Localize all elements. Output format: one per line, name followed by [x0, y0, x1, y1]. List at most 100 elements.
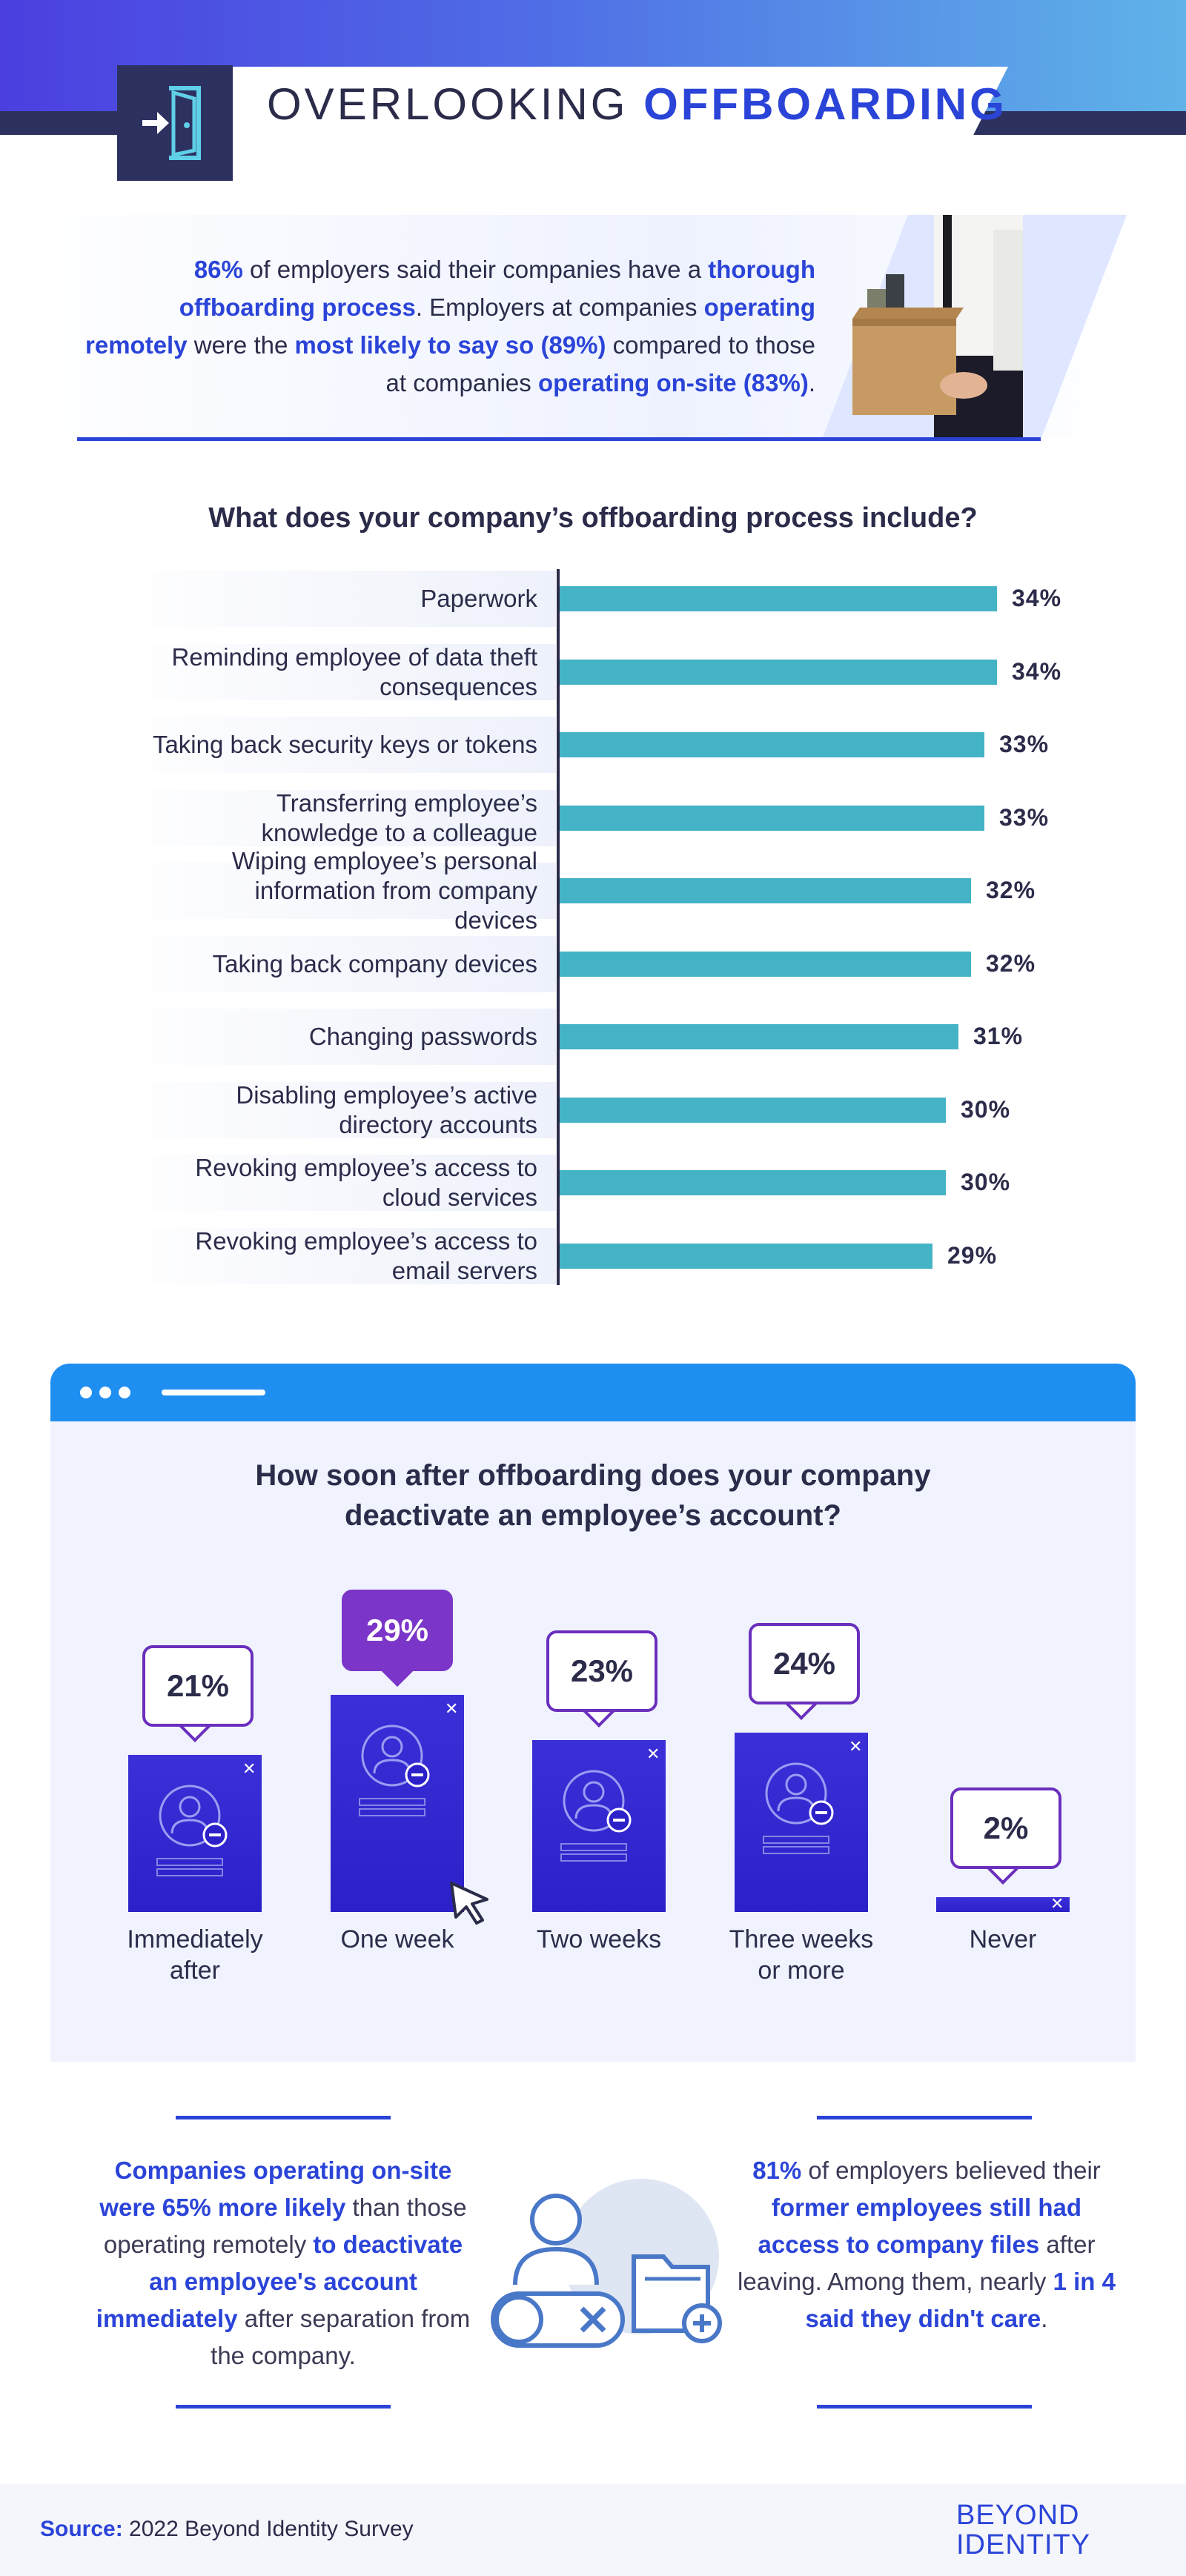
column-category-text: One week	[340, 1925, 454, 1953]
source-label: Source:	[40, 2517, 123, 2541]
close-icon: ✕	[1050, 1894, 1064, 1913]
intro-stat: 86%	[193, 256, 243, 283]
bottom-right-rule-bottom	[817, 2405, 1032, 2409]
bar-category-label: Disabling employee’s active directory ac…	[236, 1080, 537, 1138]
bottom-right-text-1: of employers believed their	[801, 2157, 1101, 2184]
user-profile-icon	[156, 1785, 228, 1876]
bottom-right-text-3: .	[1041, 2305, 1048, 2332]
bar-category-label: Taking back company devices	[212, 949, 537, 977]
bar-value-label: 34%	[1012, 585, 1062, 611]
close-icon: ✕	[445, 1699, 459, 1718]
close-icon: ✕	[849, 1737, 863, 1756]
bar-value-label: 34%	[1012, 657, 1062, 685]
column-category-text: Two weeks	[536, 1925, 662, 1953]
value-bubble: 2%	[950, 1787, 1061, 1869]
source-citation: Source: 2022 Beyond Identity Survey	[40, 2517, 414, 2542]
bar-category-label: Transferring employee’s knowledge to a c…	[261, 789, 537, 846]
source-text: 2022 Beyond Identity Survey	[122, 2517, 414, 2541]
intro-highlight-4: operating on-site (83%)	[537, 369, 809, 396]
bar-row-background	[104, 789, 556, 846]
bottom-left-text-1: than those operating remotely	[103, 2194, 467, 2258]
bar-category-label: Paperwork	[420, 585, 537, 612]
logo-line-1: BEYOND	[956, 2500, 1080, 2531]
cursor-pointer-icon	[450, 1882, 488, 1925]
bar-value-label: 32%	[986, 877, 1036, 903]
column-category-label: One week	[301, 1924, 494, 1955]
intro-text-5: .	[808, 369, 815, 396]
bar-category-label: Reminding employee of data theft consequ…	[171, 643, 537, 700]
bar-category-label: Taking back security keys or tokens	[152, 731, 537, 758]
bar	[560, 1024, 958, 1049]
bottom-right-rule-top	[817, 2116, 1032, 2119]
column-bar	[331, 1695, 464, 1912]
chart-axis	[557, 569, 560, 1285]
bottom-left-paragraph: Companies operating on-site were 65% mor…	[90, 2152, 476, 2374]
bar-value-label: 31%	[973, 1023, 1024, 1049]
user-profile-icon	[560, 1770, 632, 1862]
bar	[560, 1243, 932, 1269]
employee-with-box-illustration	[852, 215, 1023, 437]
bottom-right-paragraph: 81% of employers believed their former e…	[734, 2152, 1119, 2337]
intro-paragraph: 86% of employers said their companies ha…	[74, 250, 815, 402]
title-light: OVERLOOKING	[267, 79, 629, 129]
column-category-label: Immediately after	[99, 1924, 291, 1986]
intro-rule	[77, 437, 1041, 441]
bar-row-background	[104, 1009, 556, 1065]
value-bubble: 21%	[142, 1645, 254, 1727]
chart-2-title: How soon after offboarding does your com…	[0, 1455, 1186, 1536]
value-bubble: 29%	[342, 1590, 453, 1671]
bar-value-label: 30%	[961, 1169, 1011, 1195]
footer	[0, 2484, 1186, 2576]
bar	[560, 878, 971, 903]
bar-value-label: 32%	[986, 949, 1036, 977]
bar-category-label: Wiping employee’s personal information f…	[231, 847, 537, 934]
bar	[560, 659, 997, 685]
bar-row-background	[104, 571, 556, 627]
bar-row-background	[104, 1227, 556, 1284]
column-category-text: Three weeks or more	[729, 1925, 874, 1985]
bar-value-label: 29%	[947, 1241, 998, 1269]
bottom-left-highlight-1: Companies operating on-site were 65% mor…	[99, 2157, 452, 2221]
bar-row-background	[104, 863, 556, 919]
window-dot	[80, 1387, 92, 1398]
logo-line-2: IDENTITY	[956, 2529, 1091, 2560]
user-profile-icon	[763, 1762, 834, 1854]
bottom-left-rule-bottom	[176, 2405, 391, 2409]
intro-text-3: were the	[187, 331, 295, 359]
bar-value-label: 30%	[961, 1095, 1011, 1123]
chart-title: What does your company’s offboarding pro…	[208, 502, 978, 534]
bottom-left-highlight-2: to deactivate an employee's account imme…	[96, 2231, 463, 2332]
bar	[560, 732, 984, 757]
column-category-label: Three weeks or more	[705, 1924, 898, 1986]
window-dot	[119, 1387, 130, 1398]
brand-logo[interactable]: BEYOND IDENTITY	[956, 2500, 1090, 2560]
bar-row-background	[104, 1155, 556, 1211]
bar-category-label: Revoking employee’s access to cloud serv…	[195, 1154, 537, 1211]
bar-category-label: Revoking employee’s access to email serv…	[195, 1226, 537, 1284]
bottom-right-highlight-2: former employees still had access to com…	[758, 2194, 1082, 2258]
door-exit-icon	[142, 86, 201, 160]
intro-highlight-2: operating remotely	[85, 293, 815, 359]
bar	[560, 586, 997, 611]
user-profile-icon	[359, 1724, 430, 1816]
value-bubble: 24%	[749, 1623, 860, 1704]
column-bar	[532, 1740, 666, 1912]
header-ribbon	[178, 67, 1008, 148]
bottom-right-highlight-3: 1 in 4 said they didn't care	[805, 2268, 1116, 2332]
intro-highlight-3: most likely to say so (89%)	[294, 331, 606, 359]
column-category-text: Never	[969, 1925, 1037, 1953]
column-bar	[936, 1897, 1070, 1912]
bar-category-label: Changing passwords	[308, 1023, 537, 1050]
bar-row-background	[104, 643, 556, 700]
user-files-illustration	[491, 2179, 722, 2348]
close-icon: ✕	[242, 1759, 256, 1778]
bottom-right-text-2: after leaving. Among them, nearly	[738, 2231, 1096, 2295]
column-category-label: Never	[907, 1924, 1099, 1955]
window-dot	[99, 1387, 111, 1398]
bar	[560, 805, 984, 831]
value-bubble: 23%	[546, 1630, 657, 1712]
header-icon-box	[117, 65, 233, 181]
window-titlebar-line	[162, 1390, 265, 1395]
intro-text-1: of employers said their companies have a	[242, 256, 709, 283]
bar-row-background	[104, 935, 556, 992]
